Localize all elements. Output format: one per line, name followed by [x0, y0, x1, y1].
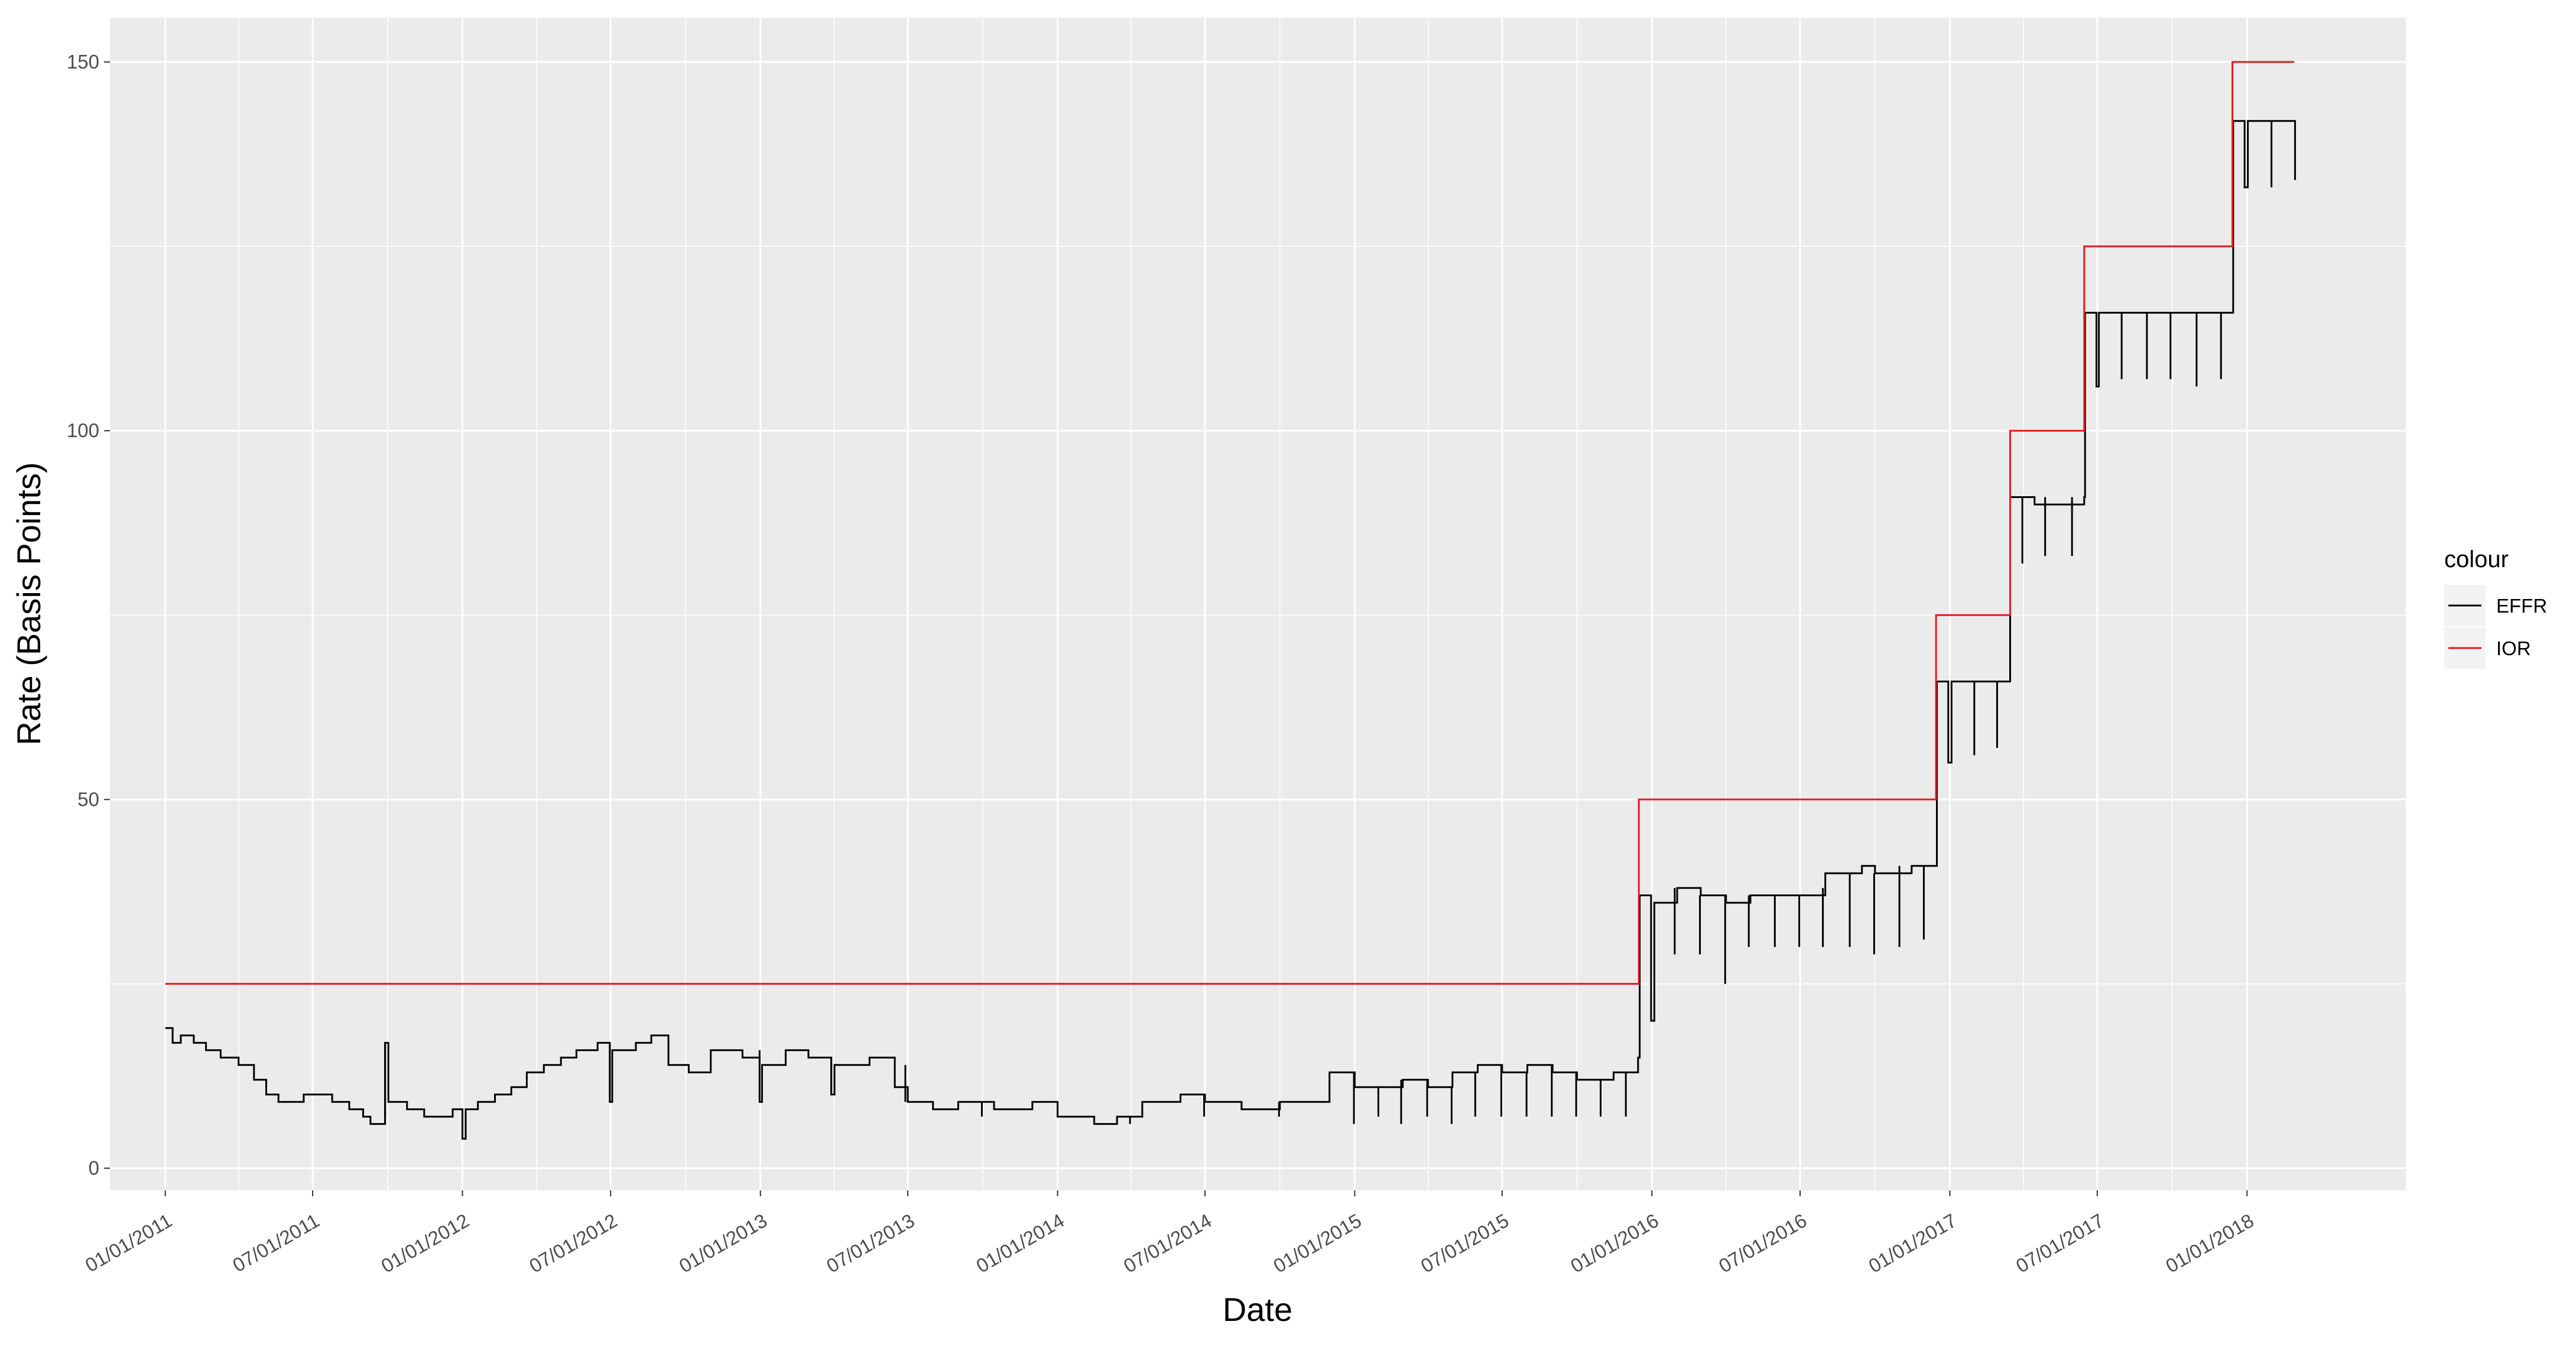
minor-grid — [110, 18, 2406, 1190]
x-tick-label: 01/01/2014 — [973, 1209, 1068, 1277]
series-line-effr — [165, 120, 2296, 1140]
legend-entry-ior: IOR — [2444, 627, 2531, 669]
y-tick-label: 150 — [67, 51, 99, 73]
legend: colour EFFR IOR — [2444, 546, 2547, 669]
legend-entry-effr: EFFR — [2444, 585, 2547, 626]
x-tick-label: 01/01/2017 — [1864, 1209, 1960, 1277]
series-effr — [165, 120, 2296, 1140]
major-grid — [110, 18, 2406, 1190]
x-tick-label: 01/01/2016 — [1567, 1209, 1662, 1277]
x-axis-title: Date — [1223, 1291, 1292, 1328]
x-tick-label: 01/01/2015 — [1269, 1209, 1365, 1277]
x-tick-label: 07/01/2012 — [525, 1209, 621, 1277]
legend-label-effr: EFFR — [2496, 595, 2547, 617]
series-layer — [165, 61, 2296, 1140]
x-tick-label: 07/01/2015 — [1417, 1209, 1513, 1277]
x-tick-label: 07/01/2016 — [1715, 1209, 1811, 1277]
plot-panel — [110, 18, 2406, 1190]
series-line-ior — [165, 61, 2295, 985]
y-tick-label: 50 — [77, 788, 99, 810]
x-tick-label: 01/01/2011 — [82, 1209, 176, 1276]
x-tick-label: 01/01/2012 — [377, 1209, 473, 1277]
y-axis-ticks: 0 50 100 150 — [67, 51, 110, 1179]
x-tick-label: 07/01/2014 — [1120, 1209, 1216, 1277]
y-tick-label: 100 — [67, 419, 99, 441]
x-tick-label: 01/01/2018 — [2162, 1209, 2257, 1277]
y-tick-label: 0 — [89, 1157, 99, 1179]
x-tick-label: 07/01/2017 — [2012, 1209, 2108, 1277]
x-tick-label: 01/01/2013 — [675, 1209, 771, 1277]
x-tick-label: 07/01/2011 — [229, 1209, 323, 1276]
x-tick-label: 07/01/2013 — [823, 1209, 918, 1277]
legend-label-ior: IOR — [2496, 637, 2531, 659]
y-axis-title: Rate (Basis Points) — [10, 462, 47, 745]
x-axis-ticks: 01/01/2011 07/01/2011 01/01/2012 07/01/2012… — [82, 1190, 2257, 1277]
legend-title: colour — [2444, 546, 2509, 572]
